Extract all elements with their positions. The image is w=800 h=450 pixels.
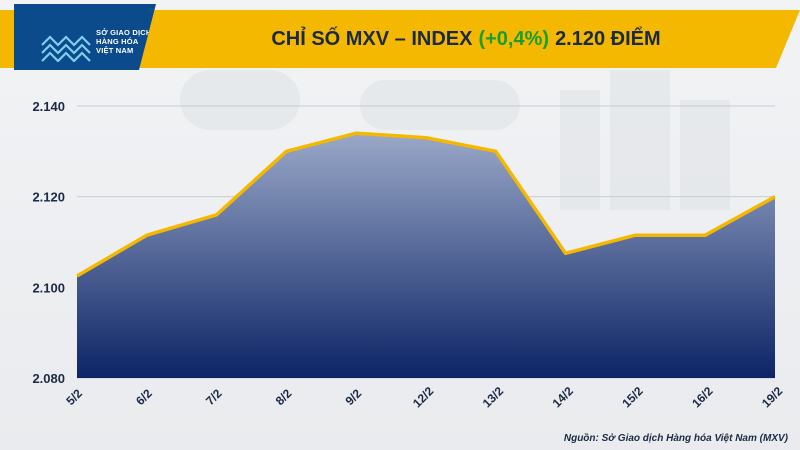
x-tick-label: 13/2 xyxy=(480,384,507,411)
y-tick-label: 2.120 xyxy=(32,190,65,205)
bg-building-shape xyxy=(610,70,670,210)
title-value: 2.120 ĐIỂM xyxy=(555,27,661,50)
series-line xyxy=(76,131,776,278)
x-tick-label: 8/2 xyxy=(273,386,295,408)
logo: SỞ GIAO DỊCH HÀNG HÓA VIỆT NAM xyxy=(14,4,156,70)
bg-map-shape xyxy=(180,70,300,130)
logo-text-line-2: HÀNG HÓA xyxy=(96,37,139,46)
title-prefix: CHỈ SỐ MXV – INDEX xyxy=(271,27,473,50)
logo-text-line-3: VIỆT NAM xyxy=(96,46,134,55)
y-axis-ticks: 2.080 2.100 2.120 2.140 xyxy=(32,99,65,386)
chart-title: CHỈ SỐ MXV – INDEX (+0,4%) 2.120 ĐIỂM xyxy=(156,10,776,68)
title-change: (+0,4%) xyxy=(478,27,550,50)
x-tick-label: 16/2 xyxy=(689,384,716,411)
x-tick-label: 5/2 xyxy=(63,386,85,408)
source-note: Nguồn: Sở Giao dịch Hàng hóa Việt Nam (M… xyxy=(563,433,788,444)
x-tick-label: 7/2 xyxy=(203,386,225,408)
x-axis-ticks: 5/2 6/2 7/2 8/2 9/2 12/2 13/2 14/2 15/2 16/2 19/2 xyxy=(63,384,785,411)
bg-building-shape xyxy=(560,90,600,210)
y-tick-label: 2.140 xyxy=(32,99,65,114)
x-tick-label: 19/2 xyxy=(759,384,786,411)
y-tick-label: 2.080 xyxy=(32,371,65,386)
x-tick-label: 9/2 xyxy=(343,386,365,408)
x-tick-label: 12/2 xyxy=(410,384,437,411)
x-tick-label: 14/2 xyxy=(550,384,577,411)
bg-building-shape xyxy=(680,100,730,210)
y-tick-label: 2.100 xyxy=(32,280,65,295)
x-tick-label: 15/2 xyxy=(619,384,646,411)
bg-map-shape xyxy=(360,80,520,130)
logo-text-line-1: SỞ GIAO DỊCH xyxy=(96,28,152,37)
area-fill xyxy=(77,133,775,378)
logo-mark-icon xyxy=(41,35,91,62)
x-tick-label: 6/2 xyxy=(133,386,155,408)
